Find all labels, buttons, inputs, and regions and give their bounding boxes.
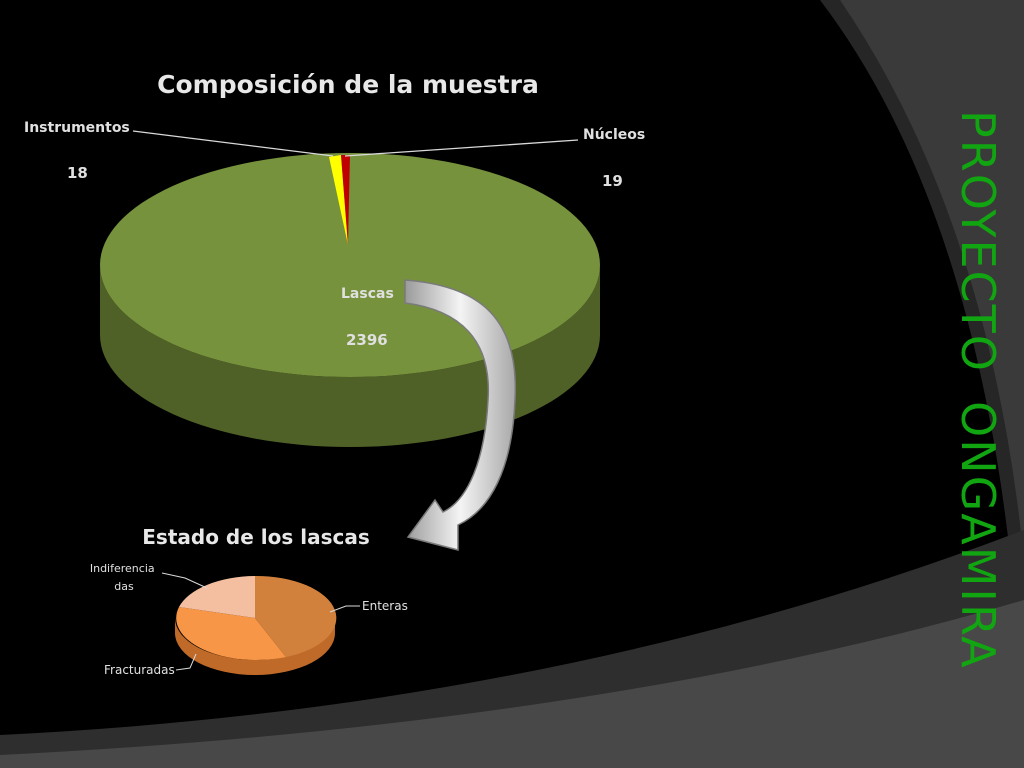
pie-small (175, 575, 337, 675)
label-instrumentos: Instrumentos (24, 120, 130, 136)
slice-indiferenciadas (179, 576, 255, 618)
pie-large-side (100, 265, 600, 447)
leader-lines (132, 130, 579, 157)
swoosh-right-light (840, 0, 1024, 560)
leader-enteras (329, 605, 360, 613)
label-nucleos: Núcleos (583, 127, 645, 143)
pie-small-side (175, 618, 335, 675)
value-instrumentos: 18 (67, 164, 88, 182)
value-nucleos: 19 (602, 172, 623, 190)
slice-instrumentos (329, 155, 348, 245)
slice-enteras (255, 575, 337, 657)
chart-estado: Estado de los lascas Indiferencia das En… (90, 525, 408, 677)
chart-composicion-title: Composición de la muestra (157, 70, 539, 99)
slice-nucleos (341, 155, 350, 245)
leader-fracturadas (175, 653, 197, 671)
label-indiferenciadas-line1: Indiferencia (90, 562, 155, 575)
chart-estado-title: Estado de los lascas (142, 525, 369, 549)
value-lascas: 2396 (346, 331, 388, 349)
leader-indiferenciadas (161, 572, 208, 589)
label-lascas: Lascas (341, 286, 394, 302)
swoosh-bottom-light (0, 600, 1024, 768)
label-indiferenciadas-line2: das (114, 580, 134, 593)
slice-fracturadas (176, 607, 286, 661)
label-fracturadas: Fracturadas (104, 663, 175, 677)
leader-nucleos (344, 139, 579, 157)
project-title: PROYECTOONGAMIRA (951, 110, 1005, 670)
leader-instrumentos (132, 130, 334, 157)
leader-lines-small (161, 572, 360, 671)
curved-arrow (404, 279, 517, 551)
chart-composicion: Composición de la muestra Instrumentos 1… (24, 70, 645, 447)
label-indiferenciadas: Indiferencia das (90, 562, 158, 593)
label-enteras: Enteras (362, 599, 408, 613)
